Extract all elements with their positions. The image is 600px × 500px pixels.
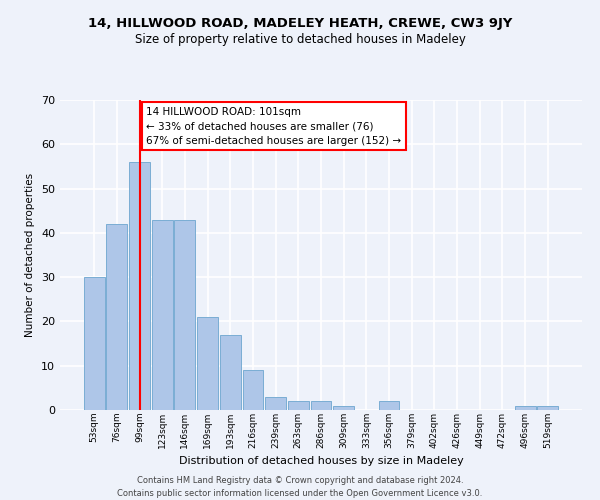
Bar [515, 406, 536, 410]
X-axis label: Distribution of detached houses by size in Madeley: Distribution of detached houses by size … [179, 456, 463, 466]
Bar [220, 334, 241, 410]
Bar [242, 370, 263, 410]
Bar [84, 277, 104, 410]
Bar [288, 401, 309, 410]
Bar [379, 401, 400, 410]
Text: 14, HILLWOOD ROAD, MADELEY HEATH, CREWE, CW3 9JY: 14, HILLWOOD ROAD, MADELEY HEATH, CREWE,… [88, 18, 512, 30]
Bar [265, 396, 286, 410]
Bar [106, 224, 127, 410]
Y-axis label: Number of detached properties: Number of detached properties [25, 173, 35, 337]
Bar [538, 406, 558, 410]
Bar [333, 406, 354, 410]
Bar [129, 162, 150, 410]
Bar [175, 220, 196, 410]
Bar [197, 317, 218, 410]
Text: 14 HILLWOOD ROAD: 101sqm
← 33% of detached houses are smaller (76)
67% of semi-d: 14 HILLWOOD ROAD: 101sqm ← 33% of detach… [146, 106, 401, 146]
Bar [311, 401, 331, 410]
Text: Size of property relative to detached houses in Madeley: Size of property relative to detached ho… [134, 32, 466, 46]
Text: Contains HM Land Registry data © Crown copyright and database right 2024.
Contai: Contains HM Land Registry data © Crown c… [118, 476, 482, 498]
Bar [152, 220, 173, 410]
